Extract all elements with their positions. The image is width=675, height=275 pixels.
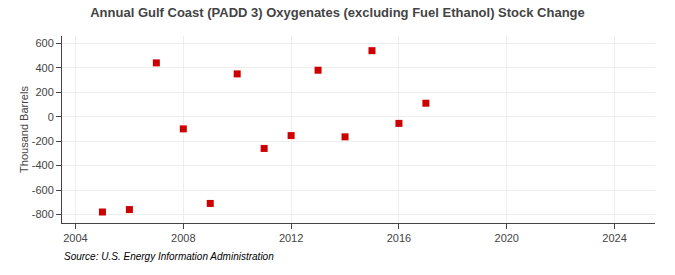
svg-text:-200: -200	[32, 135, 54, 147]
svg-text:600: 600	[35, 37, 53, 49]
svg-text:2016: 2016	[387, 232, 411, 244]
svg-text:2008: 2008	[171, 232, 195, 244]
svg-text:2012: 2012	[279, 232, 303, 244]
svg-text:-600: -600	[32, 184, 54, 196]
svg-text:2024: 2024	[602, 232, 626, 244]
svg-text:200: 200	[35, 86, 53, 98]
svg-text:400: 400	[35, 62, 53, 74]
svg-text:Thousand Barrels: Thousand Barrels	[18, 86, 30, 173]
svg-text:-800: -800	[32, 208, 54, 220]
svg-text:0: 0	[48, 111, 54, 123]
svg-text:2020: 2020	[495, 232, 519, 244]
svg-text:-400: -400	[32, 159, 54, 171]
svg-text:Source: U.S. Energy Informatio: Source: U.S. Energy Information Administ…	[64, 251, 274, 262]
svg-text:2004: 2004	[63, 232, 87, 244]
svg-text:Annual Gulf Coast (PADD 3) Oxy: Annual Gulf Coast (PADD 3) Oxygenates (e…	[90, 5, 585, 20]
